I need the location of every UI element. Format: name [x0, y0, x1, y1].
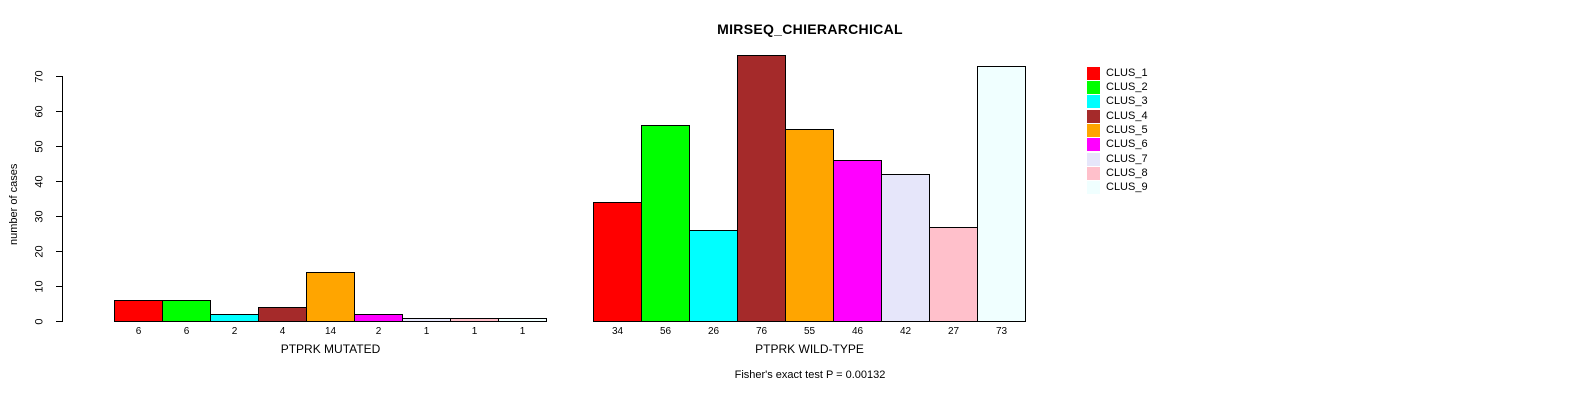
- legend-item-clus_5: CLUS_5: [1087, 123, 1148, 137]
- bar-value-label: 73: [995, 326, 1008, 337]
- legend-swatch-clus_6: [1087, 138, 1100, 152]
- bar-clus_1: [593, 202, 642, 322]
- bar-clus_4: [258, 307, 307, 322]
- chart-title: MIRSEQ_CHIERARCHICAL: [717, 21, 903, 37]
- legend-swatch-clus_1: [1087, 66, 1100, 80]
- x-axis-group-label: PTPRK MUTATED: [280, 342, 381, 356]
- legend-swatch-clus_9: [1087, 181, 1100, 195]
- legend-swatch-clus_5: [1087, 123, 1100, 137]
- y-axis-tick-label: 20: [33, 245, 46, 258]
- bar-clus_3: [210, 314, 259, 322]
- bar-clus_9: [498, 318, 547, 322]
- bar-clus_6: [354, 314, 403, 322]
- bar-value-label: 6: [135, 326, 142, 337]
- bar-value-label: 34: [611, 326, 624, 337]
- bar-value-label: 6: [183, 326, 190, 337]
- y-axis-tick-label: 70: [33, 70, 46, 83]
- legend-swatch-clus_7: [1087, 152, 1100, 166]
- y-axis-tick: [56, 76, 62, 77]
- bar-clus_2: [641, 125, 690, 322]
- legend-item-clus_7: CLUS_7: [1087, 152, 1148, 166]
- bar-value-label: 42: [899, 326, 912, 337]
- bar-value-label: 4: [279, 326, 286, 337]
- y-axis-tick-label: 50: [33, 140, 46, 153]
- legend-item-clus_3: CLUS_3: [1087, 95, 1148, 109]
- bar-value-label: 1: [519, 326, 526, 337]
- bar-value-label: 27: [947, 326, 960, 337]
- legend-item-clus_2: CLUS_2: [1087, 80, 1148, 94]
- bar-value-label: 1: [423, 326, 430, 337]
- y-axis-tick: [56, 251, 62, 252]
- bar-clus_8: [929, 227, 978, 322]
- legend-label: CLUS_7: [1106, 152, 1148, 165]
- bar-value-label: 46: [851, 326, 864, 337]
- legend-item-clus_4: CLUS_4: [1087, 109, 1148, 123]
- y-axis-tick: [56, 216, 62, 217]
- bar-clus_1: [114, 300, 163, 322]
- bar-clus_2: [162, 300, 211, 322]
- bar-value-label: 56: [659, 326, 672, 337]
- y-axis-tick-label: 60: [33, 105, 46, 118]
- bar-value-label: 2: [375, 326, 382, 337]
- bar-value-label: 76: [755, 326, 768, 337]
- bar-value-label: 2: [231, 326, 238, 337]
- y-axis-line: [62, 76, 63, 322]
- legend-label: CLUS_6: [1106, 138, 1148, 151]
- y-axis-tick-label: 0: [33, 318, 46, 325]
- legend-label: CLUS_1: [1106, 66, 1148, 79]
- legend: CLUS_1 CLUS_2 CLUS_3 CLUS_4 CLUS_5 CLUS_6 CLUS…: [1087, 66, 1148, 195]
- y-axis-tick: [56, 146, 62, 147]
- legend-swatch-clus_3: [1087, 95, 1100, 109]
- bar-value-label: 1: [471, 326, 478, 337]
- bar-clus_6: [833, 160, 882, 322]
- y-axis-tick: [56, 286, 62, 287]
- y-axis-tick: [56, 111, 62, 112]
- legend-item-clus_6: CLUS_6: [1087, 138, 1148, 152]
- bar-clus_5: [785, 129, 834, 322]
- bar-clus_7: [402, 318, 451, 322]
- y-axis-tick-label: 30: [33, 210, 46, 223]
- bar-clus_4: [737, 55, 786, 322]
- stat-caption: Fisher's exact test P = 0.00132: [734, 369, 886, 381]
- legend-label: CLUS_8: [1106, 166, 1148, 179]
- legend-item-clus_8: CLUS_8: [1087, 166, 1148, 180]
- y-axis-tick-label: 10: [33, 280, 46, 293]
- legend-label: CLUS_9: [1106, 181, 1148, 194]
- y-axis-title: number of cases: [8, 163, 20, 245]
- y-axis-tick-label: 40: [33, 175, 46, 188]
- bar-value-label: 26: [707, 326, 720, 337]
- legend-label: CLUS_3: [1106, 95, 1148, 108]
- bar-clus_7: [881, 174, 930, 322]
- legend-swatch-clus_2: [1087, 80, 1100, 94]
- legend-item-clus_1: CLUS_1: [1087, 66, 1148, 80]
- bar-value-label: 55: [803, 326, 816, 337]
- bar-clus_3: [689, 230, 738, 322]
- bar-clus_5: [306, 272, 355, 322]
- legend-swatch-clus_4: [1087, 109, 1100, 123]
- x-axis-group-label: PTPRK WILD-TYPE: [755, 342, 864, 356]
- legend-item-clus_9: CLUS_9: [1087, 181, 1148, 195]
- legend-label: CLUS_2: [1106, 80, 1148, 93]
- y-axis-tick: [56, 181, 62, 182]
- y-axis-tick: [56, 321, 62, 322]
- bar-clus_9: [977, 66, 1026, 322]
- bar-clus_8: [450, 318, 499, 322]
- legend-label: CLUS_5: [1106, 123, 1148, 136]
- legend-label: CLUS_4: [1106, 109, 1148, 122]
- legend-swatch-clus_8: [1087, 166, 1100, 180]
- bar-value-label: 14: [324, 326, 337, 337]
